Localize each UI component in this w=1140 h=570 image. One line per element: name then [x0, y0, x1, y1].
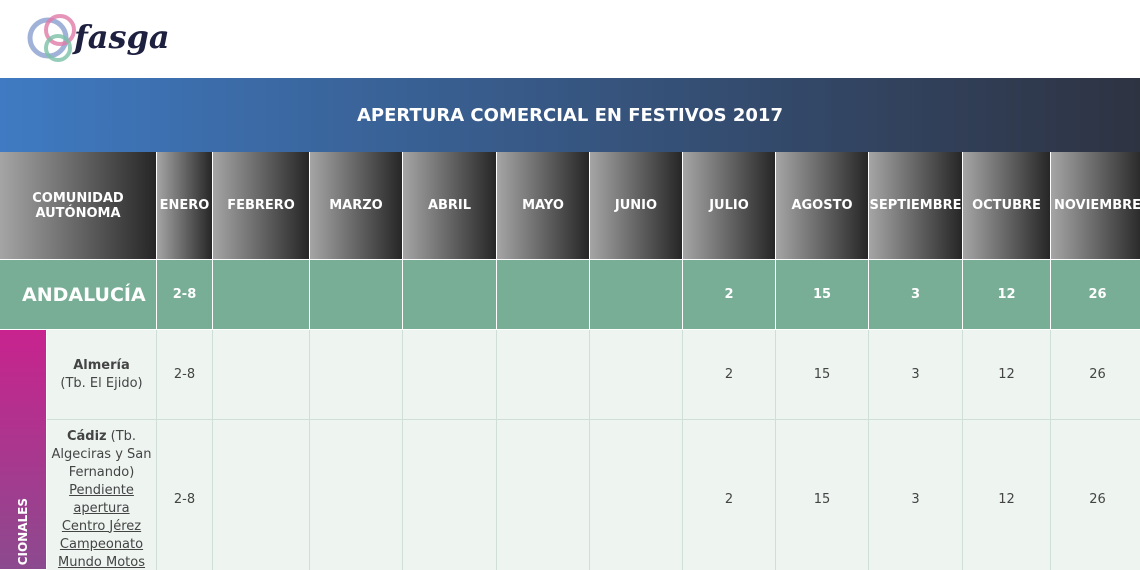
- region-cell: 3: [869, 260, 963, 330]
- data-cell: 2-8: [157, 420, 213, 570]
- row-note: (Tb. Algeciras y San Fernando): [51, 428, 152, 480]
- row-label: Almería (Tb. El Ejido): [47, 330, 157, 420]
- month-header: ENERO: [157, 152, 213, 260]
- month-header: SEPTIEMBRE: [869, 152, 963, 260]
- data-cell: [590, 420, 683, 570]
- data-cell: [310, 330, 403, 420]
- table-title: APERTURA COMERCIAL EN FESTIVOS 2017: [0, 78, 1140, 152]
- data-cell: 15: [776, 420, 869, 570]
- side-strip: CIONALES: [0, 330, 47, 570]
- region-cell: 15: [776, 260, 869, 330]
- data-cell: [213, 330, 310, 420]
- row-name: Almería: [73, 357, 130, 373]
- data-cell: [497, 330, 590, 420]
- row-name: Cádiz: [66, 428, 107, 444]
- data-cell: [590, 330, 683, 420]
- logo-text: fasga: [72, 18, 170, 56]
- month-header: JUNIO: [590, 152, 683, 260]
- data-cell: 12: [963, 330, 1051, 420]
- region-cell: [213, 260, 310, 330]
- data-cell: 2: [683, 420, 776, 570]
- region-name: ANDALUCÍA: [0, 260, 157, 330]
- region-cell: 2: [683, 260, 776, 330]
- row-note: (Tb. El Ejido): [60, 375, 143, 391]
- data-cell: 12: [963, 420, 1051, 570]
- data-cell: [497, 420, 590, 570]
- region-cell: 12: [963, 260, 1051, 330]
- data-cell: [403, 330, 497, 420]
- region-cell: [310, 260, 403, 330]
- data-cell: [213, 420, 310, 570]
- data-cell: 15: [776, 330, 869, 420]
- region-cell: [497, 260, 590, 330]
- region-cell: [590, 260, 683, 330]
- data-cell: 3: [869, 330, 963, 420]
- corner-header: COMUNIDAD AUTÓNOMA: [0, 152, 157, 260]
- month-header: MARZO: [310, 152, 403, 260]
- data-cell: 26: [1051, 420, 1140, 570]
- month-header: JULIO: [683, 152, 776, 260]
- month-header: ABRIL: [403, 152, 497, 260]
- data-cell: 2: [683, 330, 776, 420]
- region-cell: 26: [1051, 260, 1140, 330]
- data-cell: 3: [869, 420, 963, 570]
- data-cell: 2-8: [157, 330, 213, 420]
- data-cell: [403, 420, 497, 570]
- month-header: OCTUBRE: [963, 152, 1051, 260]
- data-cell: [310, 420, 403, 570]
- month-header: NOVIEMBRE: [1051, 152, 1140, 260]
- data-cell: 26: [1051, 330, 1140, 420]
- logo: fasga: [27, 14, 170, 62]
- row-extra: Pendiente apertura Centro Jérez Campeona…: [57, 482, 146, 570]
- month-header: MAYO: [497, 152, 590, 260]
- row-label: Cádiz (Tb. Algeciras y San Fernando) Pendi…: [47, 420, 157, 570]
- region-cell: [403, 260, 497, 330]
- month-header: FEBRERO: [213, 152, 310, 260]
- side-label: CIONALES: [16, 497, 30, 565]
- month-header: AGOSTO: [776, 152, 869, 260]
- region-cell: 2-8: [157, 260, 213, 330]
